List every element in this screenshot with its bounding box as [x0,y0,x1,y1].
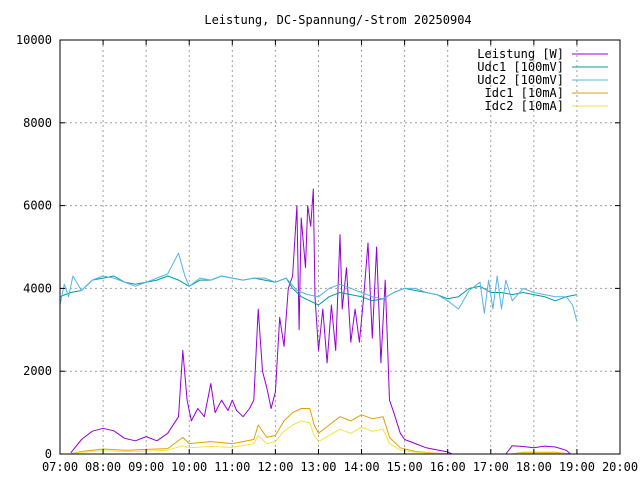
x-tick-label: 11:00 [214,460,250,474]
legend-label-5: Idc2 [10mA] [485,99,564,113]
y-tick-label: 10000 [16,33,52,47]
x-tick-label: 16:00 [430,460,466,474]
x-tick-label: 19:00 [559,460,595,474]
y-tick-label: 8000 [23,116,52,130]
series-layer [59,188,578,455]
x-tick-label: 18:00 [516,460,552,474]
y-tick-label: 2000 [23,364,52,378]
series-line-5 [70,420,571,455]
x-tick-label: 07:00 [42,460,78,474]
x-tick-label: 15:00 [387,460,423,474]
x-tick-label: 12:00 [257,460,293,474]
series-line-3 [59,252,578,322]
legend: Leistung [W]Udc1 [100mV]Udc2 [100mV]Idc1… [477,47,608,113]
x-tick-label: 08:00 [85,460,121,474]
legend-label-1: Leistung [W] [477,47,564,61]
plot-frame [59,39,621,455]
x-tick-label: 14:00 [343,460,379,474]
x-tick-label: 10:00 [171,460,207,474]
y-tick-label: 0 [45,447,52,461]
y-tick-label: 4000 [23,281,52,295]
series-line-1 [70,188,571,455]
x-tick-label: 13:00 [300,460,336,474]
x-tick-label: 17:00 [473,460,509,474]
axis-ticks: 07:00 08:00 09:00 10:00 11:00 12:00 13:00 14:00… [16,33,638,474]
x-tick-label: 09:00 [128,460,164,474]
series-line-4 [70,408,571,455]
x-tick-label: 20:00 [602,460,638,474]
legend-label-3: Udc2 [100mV] [477,73,564,87]
chart-title: Leistung, DC-Spannung/-Strom 20250904 [204,13,471,27]
legend-label-2: Udc1 [100mV] [477,60,564,74]
grid-lines [60,40,620,454]
y-tick-label: 6000 [23,199,52,213]
legend-label-4: Idc1 [10mA] [485,86,564,100]
